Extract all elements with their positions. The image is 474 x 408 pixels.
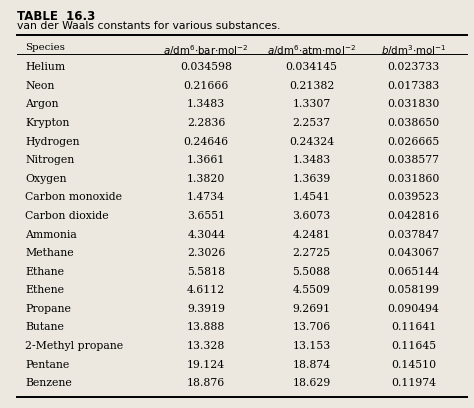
Text: $b/\mathrm{dm}^3{\cdot}\mathrm{mol}^{-1}$: $b/\mathrm{dm}^3{\cdot}\mathrm{mol}^{-1}… (381, 43, 447, 58)
Text: 0.042816: 0.042816 (387, 211, 440, 221)
Text: Benzene: Benzene (25, 378, 72, 388)
Text: Argon: Argon (25, 100, 59, 109)
Text: 0.14510: 0.14510 (391, 359, 436, 370)
Text: 0.11641: 0.11641 (391, 322, 436, 333)
Text: Species: Species (25, 43, 65, 52)
Text: TABLE  16.3: TABLE 16.3 (17, 10, 95, 23)
Text: 0.034598: 0.034598 (180, 62, 232, 72)
Text: 0.043067: 0.043067 (388, 248, 439, 258)
Text: 13.153: 13.153 (292, 341, 331, 351)
Text: 0.065144: 0.065144 (388, 267, 439, 277)
Text: 2.2537: 2.2537 (292, 118, 331, 128)
Text: 18.629: 18.629 (292, 378, 331, 388)
Text: 4.3044: 4.3044 (187, 230, 225, 239)
Text: 9.2691: 9.2691 (292, 304, 331, 314)
Text: 0.038650: 0.038650 (387, 118, 440, 128)
Text: $a/\mathrm{dm}^6{\cdot}\mathrm{atm}{\cdot}\mathrm{mol}^{-2}$: $a/\mathrm{dm}^6{\cdot}\mathrm{atm}{\cdo… (267, 43, 356, 58)
Text: 1.3661: 1.3661 (187, 155, 225, 165)
Text: 0.038577: 0.038577 (388, 155, 439, 165)
Text: 13.706: 13.706 (292, 322, 331, 333)
Text: Carbon dioxide: Carbon dioxide (25, 211, 109, 221)
Text: 0.090494: 0.090494 (388, 304, 439, 314)
Text: 2.2725: 2.2725 (292, 248, 331, 258)
Text: 13.888: 13.888 (187, 322, 225, 333)
Text: 5.5088: 5.5088 (292, 267, 331, 277)
Text: Ethane: Ethane (25, 267, 64, 277)
Text: $a/\mathrm{dm}^6{\cdot}\mathrm{bar}{\cdot}\mathrm{mol}^{-2}$: $a/\mathrm{dm}^6{\cdot}\mathrm{bar}{\cdo… (164, 43, 249, 58)
Text: Oxygen: Oxygen (25, 174, 67, 184)
Text: 13.328: 13.328 (187, 341, 225, 351)
Text: 1.3483: 1.3483 (292, 155, 331, 165)
Text: 18.874: 18.874 (292, 359, 331, 370)
Text: 2.2836: 2.2836 (187, 118, 225, 128)
Text: Pentane: Pentane (25, 359, 69, 370)
Text: Ethene: Ethene (25, 285, 64, 295)
Text: 18.876: 18.876 (187, 378, 225, 388)
Text: 4.6112: 4.6112 (187, 285, 225, 295)
Text: 0.21382: 0.21382 (289, 81, 334, 91)
Text: 1.3639: 1.3639 (292, 174, 331, 184)
Text: 4.5509: 4.5509 (293, 285, 330, 295)
Text: 4.2481: 4.2481 (292, 230, 331, 239)
Text: 1.3820: 1.3820 (187, 174, 225, 184)
Text: 0.24324: 0.24324 (289, 137, 334, 146)
Text: Propane: Propane (25, 304, 71, 314)
Text: Methane: Methane (25, 248, 74, 258)
Text: 0.026665: 0.026665 (387, 137, 440, 146)
Text: Nitrogen: Nitrogen (25, 155, 74, 165)
Text: 0.21666: 0.21666 (183, 81, 229, 91)
Text: Helium: Helium (25, 62, 65, 72)
Text: 3.6551: 3.6551 (187, 211, 225, 221)
Text: 0.039523: 0.039523 (388, 192, 439, 202)
Text: 9.3919: 9.3919 (187, 304, 225, 314)
Text: 0.11645: 0.11645 (391, 341, 436, 351)
Text: 0.031830: 0.031830 (387, 100, 440, 109)
Text: 0.023733: 0.023733 (387, 62, 440, 72)
Text: 1.3483: 1.3483 (187, 100, 225, 109)
Text: 19.124: 19.124 (187, 359, 225, 370)
Text: 1.3307: 1.3307 (292, 100, 331, 109)
Text: 0.034145: 0.034145 (286, 62, 337, 72)
Text: van der Waals constants for various substances.: van der Waals constants for various subs… (17, 21, 280, 31)
Text: 1.4541: 1.4541 (292, 192, 331, 202)
Text: 0.017383: 0.017383 (387, 81, 440, 91)
Text: 0.058199: 0.058199 (388, 285, 439, 295)
Text: 5.5818: 5.5818 (187, 267, 225, 277)
Text: 0.11974: 0.11974 (391, 378, 436, 388)
Text: 0.24646: 0.24646 (183, 137, 229, 146)
Text: 0.037847: 0.037847 (388, 230, 439, 239)
Text: Krypton: Krypton (25, 118, 70, 128)
Text: Hydrogen: Hydrogen (25, 137, 80, 146)
Text: Ammonia: Ammonia (25, 230, 77, 239)
Text: Neon: Neon (25, 81, 55, 91)
Text: Carbon monoxide: Carbon monoxide (25, 192, 122, 202)
Text: 2-Methyl propane: 2-Methyl propane (25, 341, 123, 351)
Text: 0.031860: 0.031860 (387, 174, 440, 184)
Text: 1.4734: 1.4734 (187, 192, 225, 202)
Text: 2.3026: 2.3026 (187, 248, 225, 258)
Text: Butane: Butane (25, 322, 64, 333)
Text: 3.6073: 3.6073 (292, 211, 331, 221)
